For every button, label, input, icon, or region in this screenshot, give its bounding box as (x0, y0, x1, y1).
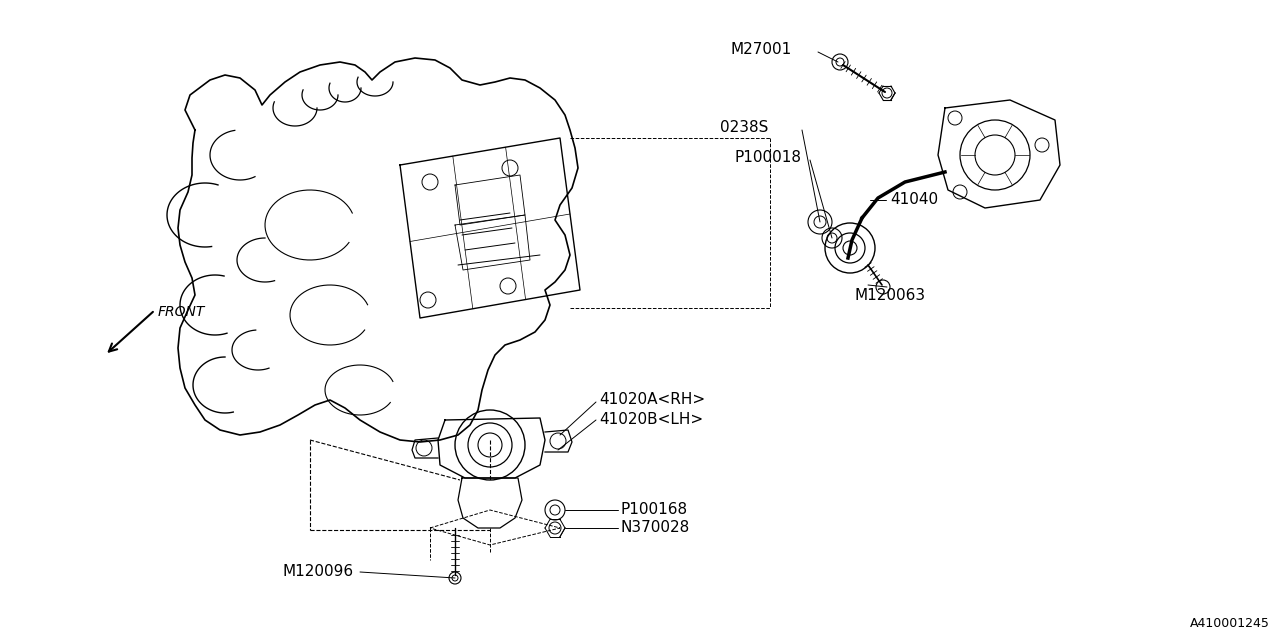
Text: N370028: N370028 (621, 520, 690, 536)
Text: 41020A<RH>: 41020A<RH> (599, 392, 705, 408)
Text: M27001: M27001 (730, 42, 791, 58)
Text: P100168: P100168 (621, 502, 689, 518)
Text: 41040: 41040 (890, 193, 938, 207)
Text: A410001245: A410001245 (1190, 617, 1270, 630)
Text: M120063: M120063 (854, 287, 925, 303)
Text: P100018: P100018 (735, 150, 803, 166)
Text: M120096: M120096 (282, 564, 353, 579)
Text: 41020B<LH>: 41020B<LH> (599, 413, 703, 428)
Text: 0238S: 0238S (719, 120, 768, 136)
Text: FRONT: FRONT (157, 305, 205, 319)
